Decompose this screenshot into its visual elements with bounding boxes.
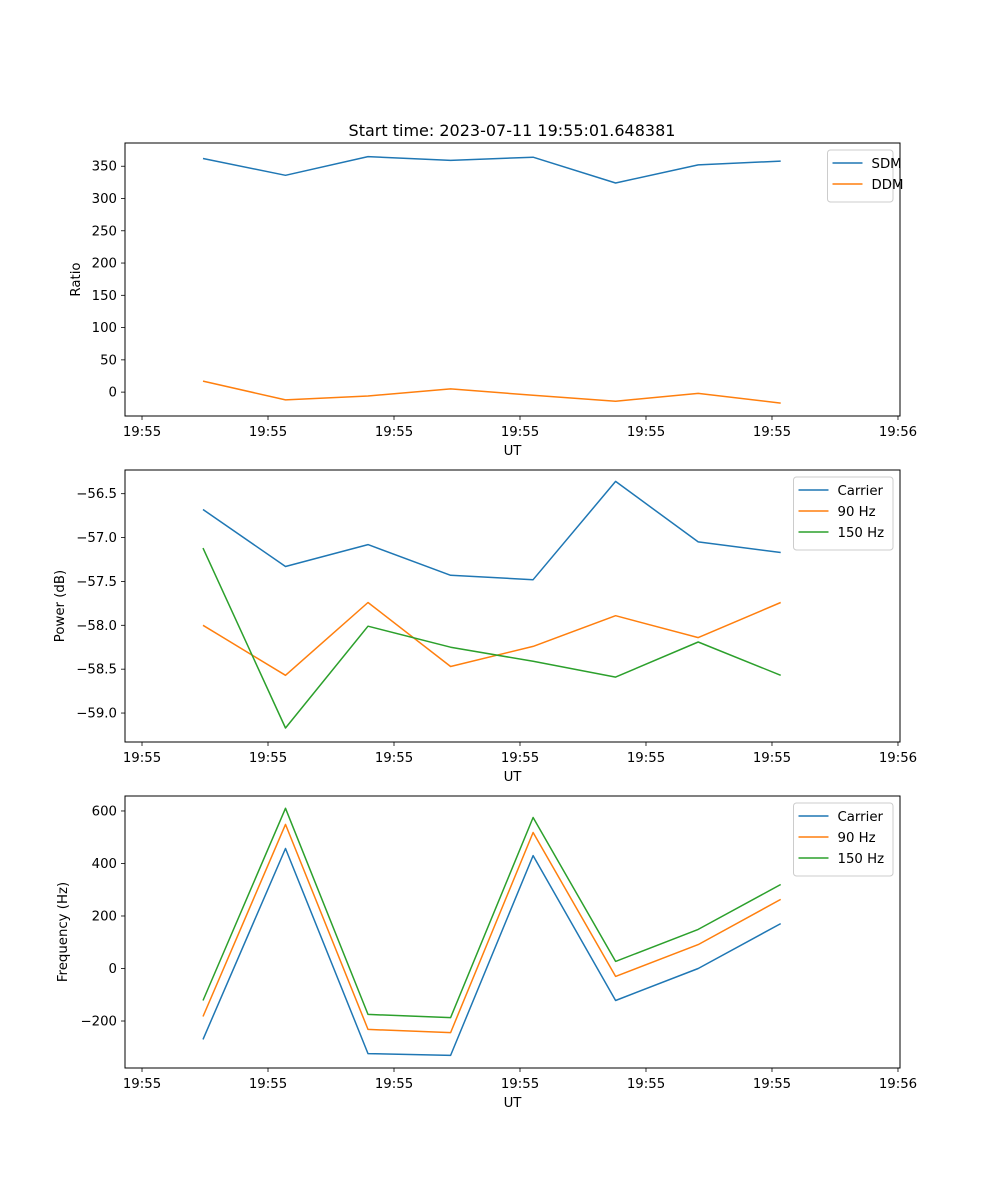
legend: SDM DDM bbox=[827, 149, 904, 203]
axes-frame bbox=[124, 142, 901, 417]
chart-panel-3: 19:55 19:55 19:55 19:55 19:55 19:55 19:56 UT −20… bbox=[56, 795, 917, 1111]
legend: Carrier 90 Hz 150 Hz bbox=[793, 476, 894, 551]
y-tick-label: 50 bbox=[100, 353, 117, 368]
series-line-150-hz bbox=[202, 547, 781, 729]
figure-title: Start time: 2023-07-11 19:55:01.648381 bbox=[349, 121, 676, 140]
legend: Carrier 90 Hz 150 Hz bbox=[793, 802, 894, 877]
legend-label: DDM bbox=[872, 178, 904, 193]
series-line-90-hz bbox=[202, 601, 781, 677]
y-tick-label: 250 bbox=[92, 224, 117, 239]
series-line-carrier bbox=[202, 480, 781, 581]
legend-label: 150 Hz bbox=[838, 526, 885, 541]
x-tick-label: 19:55 bbox=[627, 425, 665, 440]
y-tick-label: 100 bbox=[92, 321, 117, 336]
axes-frame bbox=[124, 469, 901, 743]
series-line-90-hz bbox=[202, 823, 782, 1034]
y-tick-label: 0 bbox=[109, 962, 117, 977]
y-tick-label: 600 bbox=[92, 804, 117, 819]
x-axis-label: UT bbox=[504, 1096, 523, 1111]
x-tick-label: 19:56 bbox=[879, 1077, 917, 1092]
y-tick-label: 300 bbox=[92, 192, 117, 207]
x-tick-label: 19:55 bbox=[375, 425, 413, 440]
x-tick-label: 19:55 bbox=[249, 425, 287, 440]
legend-label: SDM bbox=[872, 157, 902, 172]
x-tick-label: 19:55 bbox=[249, 1077, 287, 1092]
y-axis-label: Power (dB) bbox=[53, 570, 68, 642]
y-tick-label: 150 bbox=[92, 289, 117, 304]
y-tick-label: 200 bbox=[92, 909, 117, 924]
x-tick-label: 19:55 bbox=[753, 425, 791, 440]
y-tick-label: −57.0 bbox=[76, 531, 117, 546]
y-axis-label: Frequency (Hz) bbox=[56, 882, 71, 982]
x-tick-label: 19:55 bbox=[753, 751, 791, 766]
series-line-sdm bbox=[202, 155, 781, 184]
y-tick-label: 0 bbox=[109, 386, 117, 401]
x-tick-label: 19:55 bbox=[627, 1077, 665, 1092]
y-tick-label: −200 bbox=[80, 1015, 117, 1030]
x-tick-label: 19:55 bbox=[375, 1077, 413, 1092]
y-tick-label: 200 bbox=[92, 257, 117, 272]
y-tick-label: 400 bbox=[92, 857, 117, 872]
x-tick-label: 19:55 bbox=[123, 751, 161, 766]
legend-label: 90 Hz bbox=[838, 505, 876, 520]
legend-label: Carrier bbox=[838, 810, 884, 825]
y-tick-label: −58.5 bbox=[76, 663, 117, 678]
y-tick-label: −58.0 bbox=[76, 619, 117, 634]
chart-panel-1: 19:55 19:55 19:55 19:55 19:55 19:55 19:56 UT 0 50… bbox=[69, 142, 917, 459]
x-tick-label: 19:55 bbox=[123, 425, 161, 440]
x-tick-label: 19:55 bbox=[501, 751, 539, 766]
x-tick-label: 19:56 bbox=[879, 751, 917, 766]
y-tick-label: −56.5 bbox=[76, 487, 117, 502]
y-axis-label: Ratio bbox=[69, 262, 84, 296]
x-axis-label: UT bbox=[504, 770, 523, 785]
x-tick-label: 19:55 bbox=[627, 751, 665, 766]
y-tick-label: 350 bbox=[92, 160, 117, 175]
chart-panel-2: 19:55 19:55 19:55 19:55 19:55 19:55 19:56 UT −59… bbox=[53, 469, 917, 785]
legend-label: 150 Hz bbox=[838, 852, 885, 867]
y-tick-label: −59.0 bbox=[76, 707, 117, 722]
series-line-150-hz bbox=[202, 807, 782, 1019]
x-axis-label: UT bbox=[504, 444, 523, 459]
x-tick-label: 19:55 bbox=[501, 1077, 539, 1092]
x-tick-label: 19:55 bbox=[375, 751, 413, 766]
x-tick-label: 19:55 bbox=[249, 751, 287, 766]
x-tick-label: 19:55 bbox=[501, 425, 539, 440]
legend-label: 90 Hz bbox=[838, 831, 876, 846]
y-tick-label: −57.5 bbox=[76, 575, 117, 590]
series-line-ddm bbox=[202, 380, 781, 404]
series-line-carrier bbox=[202, 847, 782, 1057]
legend-label: Carrier bbox=[838, 484, 884, 499]
x-tick-label: 19:55 bbox=[753, 1077, 791, 1092]
x-tick-label: 19:55 bbox=[123, 1077, 161, 1092]
x-tick-label: 19:56 bbox=[879, 425, 917, 440]
axes-frame bbox=[124, 795, 901, 1069]
